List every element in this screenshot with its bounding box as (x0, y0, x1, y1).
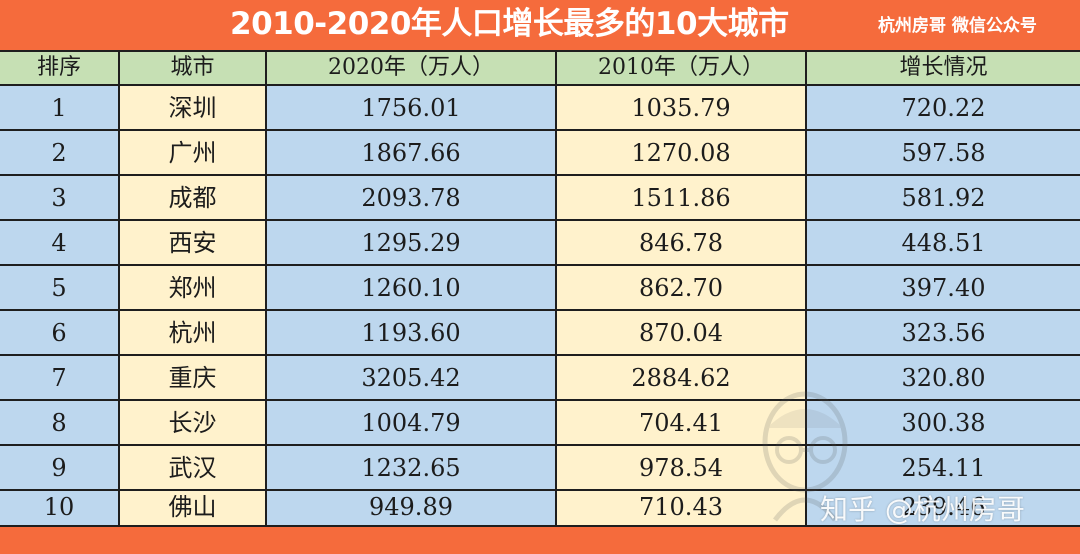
header-growth: 增长情况 (805, 50, 1080, 86)
pop-2020-cell: 1756.01 (265, 84, 557, 131)
pop-2010-cell: 1270.08 (555, 129, 807, 176)
rank-cell: 1 (0, 84, 120, 131)
table-row: 10 佛山 949.89 710.43 239.46 (0, 489, 1080, 527)
rank-cell: 6 (0, 309, 120, 356)
rank-cell: 4 (0, 219, 120, 266)
city-cell: 重庆 (118, 354, 267, 401)
pop-2020-cell: 2093.78 (265, 174, 557, 221)
pop-2010-cell: 2884.62 (555, 354, 807, 401)
rank-cell: 7 (0, 354, 120, 401)
pop-2010-cell: 862.70 (555, 264, 807, 311)
pop-2010-cell: 870.04 (555, 309, 807, 356)
population-table: 排序 城市 2020年（万人） 2010年（万人） 增长情况 1 深圳 1756… (0, 50, 1080, 527)
pop-2010-cell: 1511.86 (555, 174, 807, 221)
header-row: 排序 城市 2020年（万人） 2010年（万人） 增长情况 (0, 50, 1080, 86)
table-row: 1 深圳 1756.01 1035.79 720.22 (0, 84, 1080, 131)
pop-2020-cell: 1232.65 (265, 444, 557, 491)
table-row: 5 郑州 1260.10 862.70 397.40 (0, 264, 1080, 311)
pop-2020-cell: 1867.66 (265, 129, 557, 176)
growth-cell: 300.38 (805, 399, 1080, 446)
pop-2010-cell: 846.78 (555, 219, 807, 266)
rank-cell: 2 (0, 129, 120, 176)
header-rank: 排序 (0, 50, 120, 86)
growth-cell: 239.46 (805, 489, 1080, 527)
table-row: 4 西安 1295.29 846.78 448.51 (0, 219, 1080, 266)
table-row: 6 杭州 1193.60 870.04 323.56 (0, 309, 1080, 356)
pop-2010-cell: 1035.79 (555, 84, 807, 131)
table-row: 2 广州 1867.66 1270.08 597.58 (0, 129, 1080, 176)
header-city: 城市 (118, 50, 267, 86)
growth-cell: 254.11 (805, 444, 1080, 491)
table-row: 3 成都 2093.78 1511.86 581.92 (0, 174, 1080, 221)
city-cell: 郑州 (118, 264, 267, 311)
table-row: 7 重庆 3205.42 2884.62 320.80 (0, 354, 1080, 401)
table-row: 9 武汉 1232.65 978.54 254.11 (0, 444, 1080, 491)
city-cell: 成都 (118, 174, 267, 221)
growth-cell: 597.58 (805, 129, 1080, 176)
title-banner: 2010-2020年人口增长最多的10大城市 杭州房哥 微信公众号 (0, 0, 1080, 48)
pop-2020-cell: 1295.29 (265, 219, 557, 266)
rank-cell: 9 (0, 444, 120, 491)
header-2020: 2020年（万人） (265, 50, 557, 86)
city-cell: 佛山 (118, 489, 267, 527)
growth-cell: 720.22 (805, 84, 1080, 131)
city-cell: 西安 (118, 219, 267, 266)
growth-cell: 323.56 (805, 309, 1080, 356)
pop-2010-cell: 978.54 (555, 444, 807, 491)
city-cell: 长沙 (118, 399, 267, 446)
pop-2020-cell: 1260.10 (265, 264, 557, 311)
city-cell: 广州 (118, 129, 267, 176)
rank-cell: 3 (0, 174, 120, 221)
growth-cell: 320.80 (805, 354, 1080, 401)
pop-2020-cell: 1004.79 (265, 399, 557, 446)
growth-cell: 581.92 (805, 174, 1080, 221)
pop-2020-cell: 3205.42 (265, 354, 557, 401)
city-cell: 杭州 (118, 309, 267, 356)
banner-title: 2010-2020年人口增长最多的10大城市 (230, 6, 789, 42)
pop-2020-cell: 949.89 (265, 489, 557, 527)
rank-cell: 10 (0, 489, 120, 527)
header-2010: 2010年（万人） (555, 50, 807, 86)
city-cell: 武汉 (118, 444, 267, 491)
table-row: 8 长沙 1004.79 704.41 300.38 (0, 399, 1080, 446)
pop-2020-cell: 1193.60 (265, 309, 557, 356)
rank-cell: 8 (0, 399, 120, 446)
banner-subtitle: 杭州房哥 微信公众号 (878, 16, 1037, 36)
pop-2010-cell: 710.43 (555, 489, 807, 527)
growth-cell: 397.40 (805, 264, 1080, 311)
growth-cell: 448.51 (805, 219, 1080, 266)
city-cell: 深圳 (118, 84, 267, 131)
rank-cell: 5 (0, 264, 120, 311)
footer-bar (0, 531, 1080, 554)
pop-2010-cell: 704.41 (555, 399, 807, 446)
